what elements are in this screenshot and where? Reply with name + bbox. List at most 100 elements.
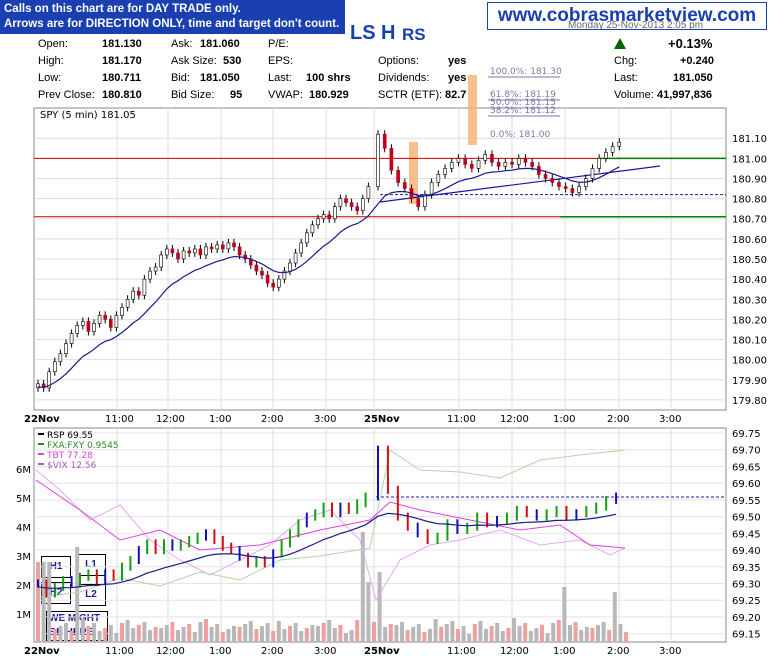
volume-bar	[372, 622, 376, 642]
volume-bar	[131, 628, 136, 642]
bid-size-value: 95	[230, 89, 243, 101]
moving-average-line	[37, 166, 620, 389]
volume-bar	[394, 625, 399, 642]
price-bar	[470, 164, 474, 169]
price-bar	[215, 244, 219, 250]
rsp-x-tick: 11:00	[105, 646, 134, 657]
volume-bar	[69, 631, 74, 642]
rsp-x-tick: 12:00	[156, 646, 185, 657]
volume-bar	[472, 624, 477, 642]
legend-swatch	[38, 433, 44, 435]
volume-bar	[456, 629, 460, 642]
rsp-x-tick: 22Nov	[24, 646, 60, 657]
price-bar	[321, 214, 326, 220]
volume-bar	[148, 630, 152, 642]
price-bar	[181, 250, 186, 260]
low-value: 180.711	[102, 72, 142, 84]
volume-bar	[243, 624, 248, 642]
price-bar	[523, 158, 528, 163]
price-bar	[550, 178, 555, 183]
header-date: Monday 25-Nov-2013 2:05 pm	[568, 20, 704, 31]
volume-bar	[198, 622, 203, 642]
notice-line-1: Calls on this chart are for DAY TRADE on…	[4, 3, 241, 15]
price-bar	[349, 202, 354, 207]
rsp-y-tick: 69.70	[732, 446, 761, 457]
price-x-tick: 2:00	[607, 414, 629, 425]
price-x-tick: 3:00	[659, 414, 681, 425]
price-bar	[483, 154, 488, 161]
volume-bar	[618, 624, 623, 642]
price-bar	[443, 168, 447, 175]
volume-bar	[120, 623, 124, 642]
volume-bar	[433, 619, 438, 642]
price-bar	[610, 145, 615, 153]
volume-bar	[562, 587, 567, 642]
volume-bar	[416, 624, 421, 642]
volume-bar	[41, 562, 46, 642]
volume-tick: 4M	[16, 523, 31, 534]
ask-value: 181.060	[200, 38, 240, 50]
price-bar	[137, 290, 141, 296]
rsp-x-tick: 1:00	[553, 646, 575, 657]
rsp-y-tick: 69.20	[732, 613, 761, 624]
price-x-tick: 3:00	[314, 414, 336, 425]
volume-bar	[383, 627, 388, 642]
rsp-volume-axis: 6M 5M 4M 3M 2M 1M	[16, 465, 31, 621]
legend-swatch	[38, 453, 44, 455]
price-bar	[103, 315, 107, 320]
price-bar	[125, 298, 130, 308]
ask-size-label: Ask Size:	[171, 55, 217, 67]
price-x-tick: 12:00	[156, 414, 185, 425]
day-trade-notice: Calls on this chart are for DAY TRADE on…	[0, 0, 345, 34]
price-bar	[617, 141, 622, 147]
volume-bar	[528, 631, 533, 642]
price-bar	[490, 154, 494, 163]
bid-size-label: Bid Size:	[171, 89, 215, 101]
price-bar	[69, 333, 74, 344]
legend-entry: FXA:FXY 0.9545	[47, 441, 119, 451]
eps-label: EPS:	[268, 55, 294, 67]
price-bar	[288, 262, 292, 272]
volume-bar	[573, 622, 578, 642]
volume-bar	[92, 623, 96, 642]
website-banner[interactable]: www.cobrasmarketview.com	[487, 2, 767, 30]
volume-bar	[540, 625, 544, 642]
price-bar	[159, 254, 163, 268]
price-x-tick: 1:00	[209, 414, 231, 425]
price-bar	[476, 160, 481, 169]
volume-bar	[108, 625, 113, 642]
price-bar	[187, 250, 191, 254]
last2-label: Last:	[614, 72, 638, 84]
price-x-axis: 22Nov 11:00 12:00 1:00 2:00 3:00 25Nov 11:00 12:…	[24, 414, 681, 425]
volume-bar	[545, 633, 550, 642]
volume-bar	[75, 547, 80, 642]
rsp-x-tick: 3:00	[314, 646, 336, 657]
fib-label: 0.0%: 181.00	[490, 130, 551, 140]
price-bar	[120, 307, 124, 316]
annotation-rs: RS	[402, 25, 426, 44]
up-arrow-icon	[614, 38, 626, 49]
rsp-x-tick: 3:00	[659, 646, 681, 657]
orange-highlight-2	[468, 75, 477, 145]
price-y-tick: 181.10	[732, 134, 767, 145]
volume-bar	[226, 629, 231, 642]
fib-label: 100.0%: 181.30	[490, 67, 562, 77]
fib-label: 38.2%: 181.12	[490, 106, 556, 116]
volume-bar	[237, 627, 242, 642]
volume-bar	[220, 632, 225, 642]
legend-swatch	[38, 443, 44, 445]
price-bar	[344, 198, 348, 203]
last-shares-value: 100 shrs	[306, 72, 351, 84]
change-label: Chg:	[614, 55, 638, 67]
volume-tick: 3M	[16, 552, 31, 563]
price-bar	[165, 248, 169, 256]
price-bar	[299, 242, 304, 254]
rsp-y-tick: 69.40	[732, 546, 761, 557]
change-value: +0.240	[680, 55, 714, 67]
price-x-tick: 2:00	[261, 414, 283, 425]
price-bar	[416, 198, 421, 207]
rsp-y-tick: 69.75	[732, 429, 761, 440]
price-bar	[232, 242, 236, 248]
legend-entry: RSP 69.55	[47, 431, 93, 441]
volume-label: Volume:	[614, 89, 654, 101]
